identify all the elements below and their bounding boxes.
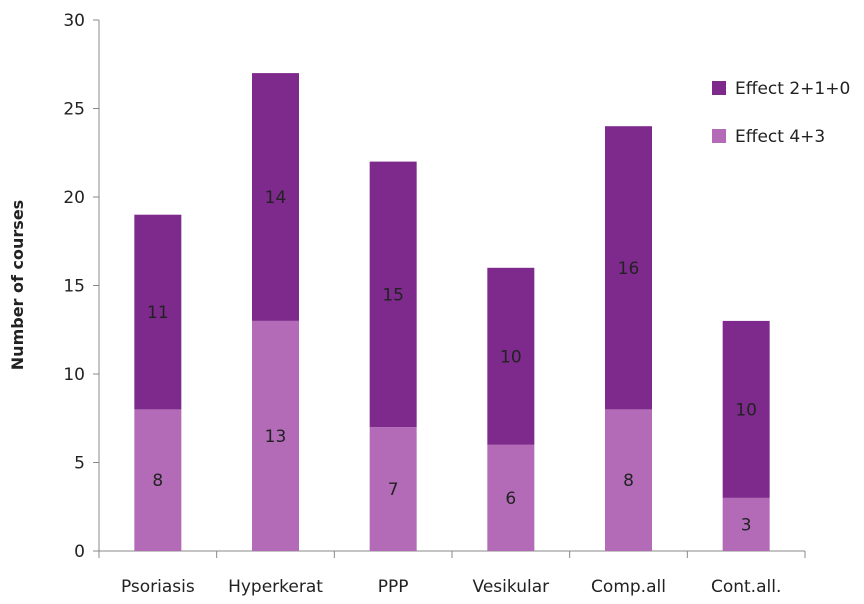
x-axis: Psoriasis Hyperkerat PPP Vesikular Comp.all C… bbox=[98, 550, 806, 597]
bar-segment bbox=[252, 73, 299, 321]
y-tick-label: 20 bbox=[63, 188, 85, 208]
x-tick-label: Comp.all bbox=[591, 577, 666, 597]
bars bbox=[134, 73, 770, 551]
x-tick-label: Hyperkerat bbox=[228, 577, 323, 597]
y-tick-label: 15 bbox=[63, 277, 85, 297]
bar-segment bbox=[369, 161, 417, 428]
legend: Effect 2+1+0 Effect 4+3 bbox=[712, 79, 850, 147]
data-label: 6 bbox=[505, 489, 516, 509]
data-label: 7 bbox=[388, 480, 399, 500]
legend-label: Effect 4+3 bbox=[735, 127, 825, 147]
legend-swatch bbox=[712, 129, 726, 143]
data-labels: 8 11 13 14 7 15 6 10 8 16 3 10 bbox=[147, 188, 757, 535]
data-label: 16 bbox=[618, 259, 640, 279]
x-tick-label: PPP bbox=[378, 577, 409, 597]
legend-swatch bbox=[712, 81, 726, 95]
y-tick-label: 5 bbox=[74, 454, 85, 474]
data-label: 10 bbox=[500, 347, 522, 367]
bar-segment bbox=[134, 214, 182, 410]
data-label: 8 bbox=[623, 471, 634, 491]
bar-segment bbox=[722, 320, 770, 498]
y-tick-label: 25 bbox=[63, 100, 85, 120]
bar-segment bbox=[722, 497, 770, 551]
y-tick-label: 30 bbox=[63, 11, 85, 31]
bar-segment bbox=[605, 409, 652, 551]
y-tick-label: 10 bbox=[63, 365, 85, 385]
data-label: 10 bbox=[735, 400, 757, 420]
x-tick-label: Psoriasis bbox=[121, 577, 195, 597]
data-label: 8 bbox=[152, 471, 163, 491]
data-label: 14 bbox=[265, 188, 287, 208]
bar-segment bbox=[369, 427, 417, 551]
x-tick-label: Vesikular bbox=[473, 577, 550, 597]
y-tick-label: 0 bbox=[74, 542, 85, 562]
bar-segment bbox=[134, 409, 182, 551]
data-label: 3 bbox=[741, 515, 752, 535]
data-label: 15 bbox=[382, 285, 404, 305]
data-label: 11 bbox=[147, 303, 169, 323]
bar-segment bbox=[487, 444, 535, 551]
data-label: 13 bbox=[265, 427, 287, 447]
bar-segment bbox=[605, 126, 652, 410]
x-tick-label: Cont.all. bbox=[711, 577, 781, 597]
y-axis: 0 5 10 15 20 25 30 bbox=[63, 11, 100, 562]
y-axis-label: Number of courses bbox=[8, 200, 27, 370]
legend-label: Effect 2+1+0 bbox=[735, 79, 850, 99]
bar-segment bbox=[252, 320, 299, 551]
bar-segment bbox=[487, 267, 535, 445]
